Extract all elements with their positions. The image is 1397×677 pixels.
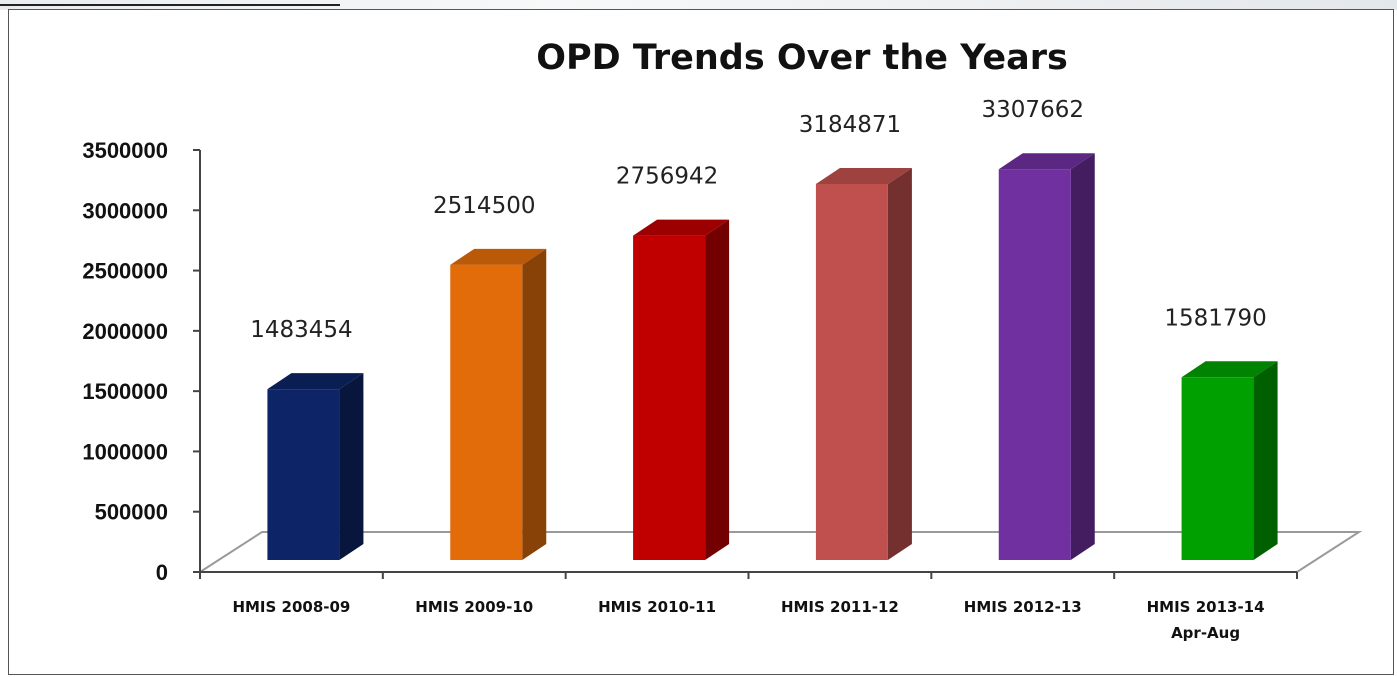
x-tick-label: HMIS 2013-14 Apr-Aug <box>1147 598 1265 642</box>
y-tick-label: 2000000 <box>82 319 168 344</box>
bar-top <box>633 219 730 236</box>
bar-front <box>998 169 1071 560</box>
bar <box>633 219 730 561</box>
bar-side <box>1253 361 1278 560</box>
x-tick-label: HMIS 2009-10 <box>415 598 533 616</box>
bar <box>1181 361 1278 560</box>
data-label: 3184871 <box>799 112 901 138</box>
bar <box>815 167 912 561</box>
bar-top <box>267 373 364 390</box>
y-tick-label: 1500000 <box>82 379 168 404</box>
x-tick-label: HMIS 2012-13 <box>964 598 1082 616</box>
data-label: 1581790 <box>1164 305 1266 331</box>
data-label: 2756942 <box>616 164 718 190</box>
bar <box>450 248 547 561</box>
x-tick-label: HMIS 2008-09 <box>232 598 350 616</box>
bar-front <box>815 183 888 561</box>
bar-top <box>1181 361 1278 378</box>
x-axis: HMIS 2008-09 HMIS 2009-10 HMIS 2010-11 HMIS… <box>199 571 1298 642</box>
y-tick-label: 3500000 <box>82 138 168 163</box>
bar <box>267 373 364 560</box>
bar-front <box>1181 377 1254 560</box>
y-tick-label: 0 <box>156 560 168 585</box>
bar-side <box>1070 153 1095 560</box>
y-tick-label: 2500000 <box>82 259 168 284</box>
data-label: 1483454 <box>250 317 352 343</box>
data-label: 3307662 <box>982 97 1084 123</box>
y-tick-label: 1000000 <box>82 439 168 464</box>
cropped-heading-fragment <box>0 0 340 6</box>
bar <box>998 153 1095 560</box>
data-labels: 1483454 2514500 2756942 3184871 3307662 15817… <box>250 97 1267 343</box>
bar-front <box>633 235 706 561</box>
x-tick-label: HMIS 2010-11 <box>598 598 716 616</box>
x-tick-label: HMIS 2011-12 <box>781 598 899 616</box>
bar-side <box>339 373 364 560</box>
bar-side <box>705 219 730 561</box>
y-axis: 0 500000 1000000 1500000 2000000 2500000 30000… <box>82 138 201 585</box>
data-label: 2514500 <box>433 193 535 219</box>
bar-side <box>522 248 547 561</box>
top-strip <box>0 0 1397 10</box>
bar-side <box>887 167 912 561</box>
bar-front <box>267 389 340 560</box>
chart-title: OPD Trends Over the Years <box>536 38 1068 78</box>
bars <box>267 153 1278 561</box>
bar-top <box>450 248 547 265</box>
bar-top <box>815 167 912 184</box>
bar-top <box>998 153 1095 170</box>
bar-front <box>450 264 523 560</box>
y-tick-label: 500000 <box>95 500 168 525</box>
y-tick-label: 3000000 <box>82 198 168 223</box>
